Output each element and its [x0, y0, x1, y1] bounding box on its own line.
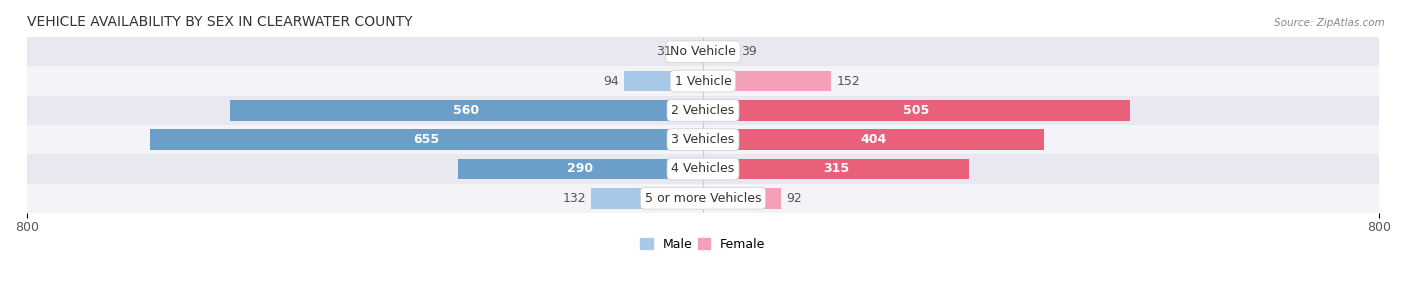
Text: 404: 404 — [860, 133, 887, 146]
Bar — [458, 159, 703, 179]
Text: 505: 505 — [903, 104, 929, 117]
Bar — [149, 129, 703, 150]
Bar — [27, 154, 1379, 184]
Text: 655: 655 — [413, 133, 439, 146]
Bar — [703, 129, 1045, 150]
Bar — [676, 42, 703, 62]
Bar — [229, 100, 703, 121]
Text: 94: 94 — [603, 75, 619, 88]
Bar — [703, 100, 1130, 121]
Text: 3 Vehicles: 3 Vehicles — [672, 133, 734, 146]
Text: 315: 315 — [823, 162, 849, 175]
Text: 1 Vehicle: 1 Vehicle — [675, 75, 731, 88]
Text: VEHICLE AVAILABILITY BY SEX IN CLEARWATER COUNTY: VEHICLE AVAILABILITY BY SEX IN CLEARWATE… — [27, 15, 412, 29]
Text: 5 or more Vehicles: 5 or more Vehicles — [645, 192, 761, 205]
Text: 39: 39 — [741, 45, 756, 58]
Bar — [27, 125, 1379, 154]
Bar — [624, 71, 703, 91]
Bar — [27, 96, 1379, 125]
Text: 152: 152 — [837, 75, 860, 88]
Bar — [592, 188, 703, 208]
Text: 4 Vehicles: 4 Vehicles — [672, 162, 734, 175]
Bar — [703, 71, 831, 91]
Legend: Male, Female: Male, Female — [636, 233, 770, 256]
Bar — [27, 184, 1379, 213]
Text: 560: 560 — [453, 104, 479, 117]
Text: 92: 92 — [786, 192, 801, 205]
Text: Source: ZipAtlas.com: Source: ZipAtlas.com — [1274, 18, 1385, 28]
Bar — [703, 159, 969, 179]
Bar — [703, 188, 780, 208]
Text: 290: 290 — [568, 162, 593, 175]
Text: 31: 31 — [657, 45, 672, 58]
Bar — [27, 37, 1379, 66]
Text: No Vehicle: No Vehicle — [671, 45, 735, 58]
Bar — [703, 42, 735, 62]
Text: 2 Vehicles: 2 Vehicles — [672, 104, 734, 117]
Bar — [27, 66, 1379, 96]
Text: 132: 132 — [562, 192, 586, 205]
